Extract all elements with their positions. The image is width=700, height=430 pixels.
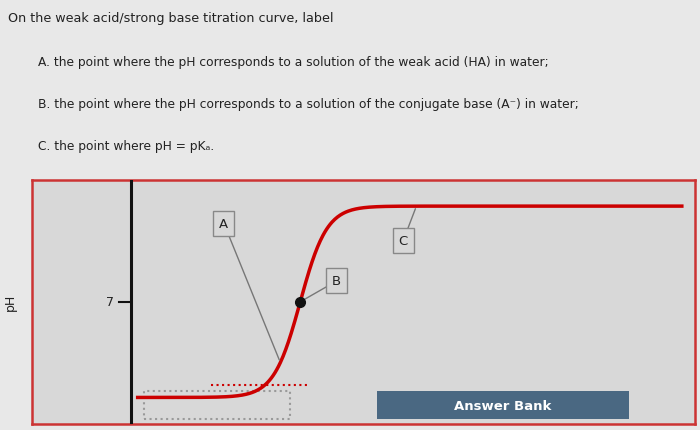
Text: On the weak acid/strong base titration curve, label: On the weak acid/strong base titration c…	[8, 12, 334, 25]
Text: C: C	[398, 235, 407, 248]
Text: B. the point where the pH corresponds to a solution of the conjugate base (A⁻) i: B. the point where the pH corresponds to…	[38, 98, 580, 111]
FancyBboxPatch shape	[377, 391, 629, 419]
Text: Answer Bank: Answer Bank	[454, 399, 552, 412]
Text: C. the point where pH = pKₐ.: C. the point where pH = pKₐ.	[38, 139, 215, 152]
Text: A. the point where the pH corresponds to a solution of the weak acid (HA) in wat: A. the point where the pH corresponds to…	[38, 56, 549, 69]
Text: B: B	[332, 275, 342, 288]
Text: A: A	[219, 218, 228, 230]
Text: 7: 7	[106, 295, 115, 309]
Text: pH: pH	[4, 293, 17, 311]
